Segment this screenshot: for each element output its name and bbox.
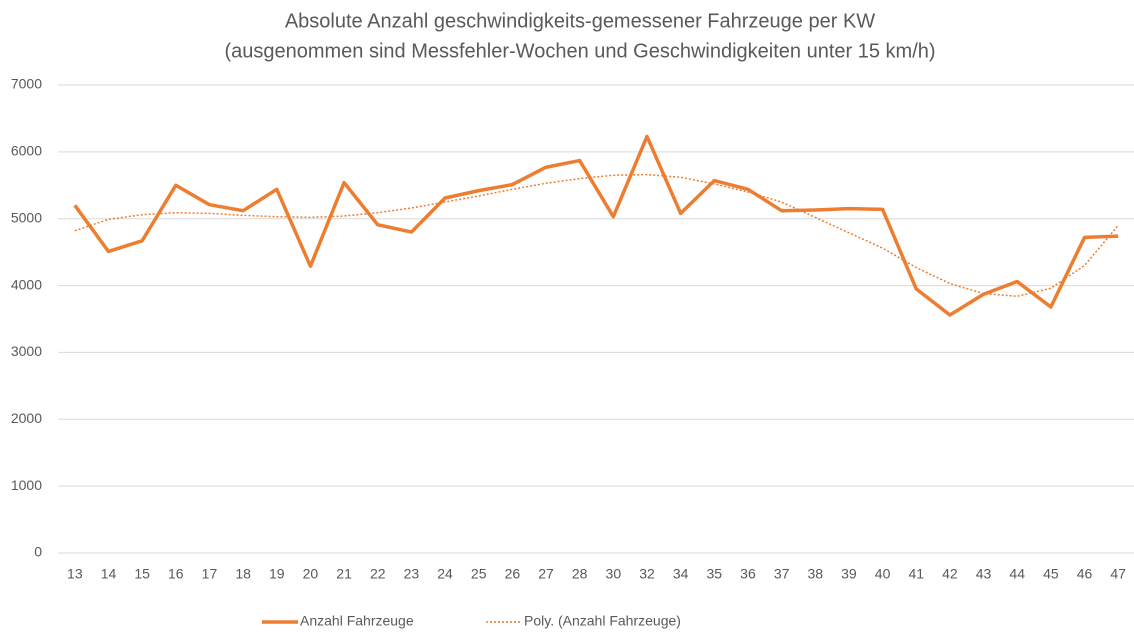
x-tick-label: 16 bbox=[168, 566, 184, 582]
x-tick-label: 20 bbox=[303, 566, 319, 582]
x-tick-label: 43 bbox=[976, 566, 992, 582]
x-tick-label: 24 bbox=[437, 566, 453, 582]
x-tick-label: 32 bbox=[639, 566, 655, 582]
y-tick-label: 7000 bbox=[11, 76, 42, 92]
chart-title: Absolute Anzahl geschwindigkeits-gemesse… bbox=[285, 10, 875, 32]
x-tick-label: 42 bbox=[942, 566, 958, 582]
data-line bbox=[73, 134, 1119, 317]
x-tick-label: 39 bbox=[841, 566, 857, 582]
y-tick-label: 5000 bbox=[11, 209, 42, 225]
x-tick-label: 44 bbox=[1009, 566, 1025, 582]
x-tick-label: 41 bbox=[908, 566, 924, 582]
x-tick-label: 22 bbox=[370, 566, 386, 582]
x-tick-label: 30 bbox=[606, 566, 622, 582]
y-tick-label: 0 bbox=[34, 544, 42, 560]
x-tick-label: 26 bbox=[505, 566, 521, 582]
x-tick-label: 23 bbox=[404, 566, 420, 582]
x-tick-label: 38 bbox=[807, 566, 823, 582]
x-tick-label: 14 bbox=[101, 566, 117, 582]
x-tick-label: 47 bbox=[1110, 566, 1126, 582]
x-tick-label: 40 bbox=[875, 566, 891, 582]
y-tick-label: 6000 bbox=[11, 143, 42, 159]
chart-subtitle: (ausgenommen sind Messfehler-Wochen und … bbox=[224, 40, 935, 62]
trend-line bbox=[74, 173, 1119, 298]
x-tick-label: 18 bbox=[235, 566, 251, 582]
x-tick-label: 37 bbox=[774, 566, 790, 582]
x-tick-label: 25 bbox=[471, 566, 487, 582]
x-tick-label: 34 bbox=[673, 566, 689, 582]
y-tick-label: 1000 bbox=[11, 477, 42, 493]
x-tick-label: 35 bbox=[707, 566, 723, 582]
x-tick-label: 19 bbox=[269, 566, 285, 582]
x-tick-label: 27 bbox=[538, 566, 554, 582]
x-tick-label: 15 bbox=[134, 566, 150, 582]
x-tick-label: 28 bbox=[572, 566, 588, 582]
y-tick-label: 2000 bbox=[11, 410, 42, 426]
x-tick-label: 21 bbox=[336, 566, 352, 582]
x-tick-label: 36 bbox=[740, 566, 756, 582]
y-tick-label: 3000 bbox=[11, 343, 42, 359]
legend-label: Anzahl Fahrzeuge bbox=[300, 613, 414, 629]
legend-label: Poly. (Anzahl Fahrzeuge) bbox=[524, 613, 681, 629]
y-tick-label: 4000 bbox=[11, 276, 42, 292]
x-tick-label: 46 bbox=[1077, 566, 1093, 582]
x-tick-label: 17 bbox=[202, 566, 218, 582]
x-tick-label: 13 bbox=[67, 566, 83, 582]
x-tick-label: 45 bbox=[1043, 566, 1059, 582]
